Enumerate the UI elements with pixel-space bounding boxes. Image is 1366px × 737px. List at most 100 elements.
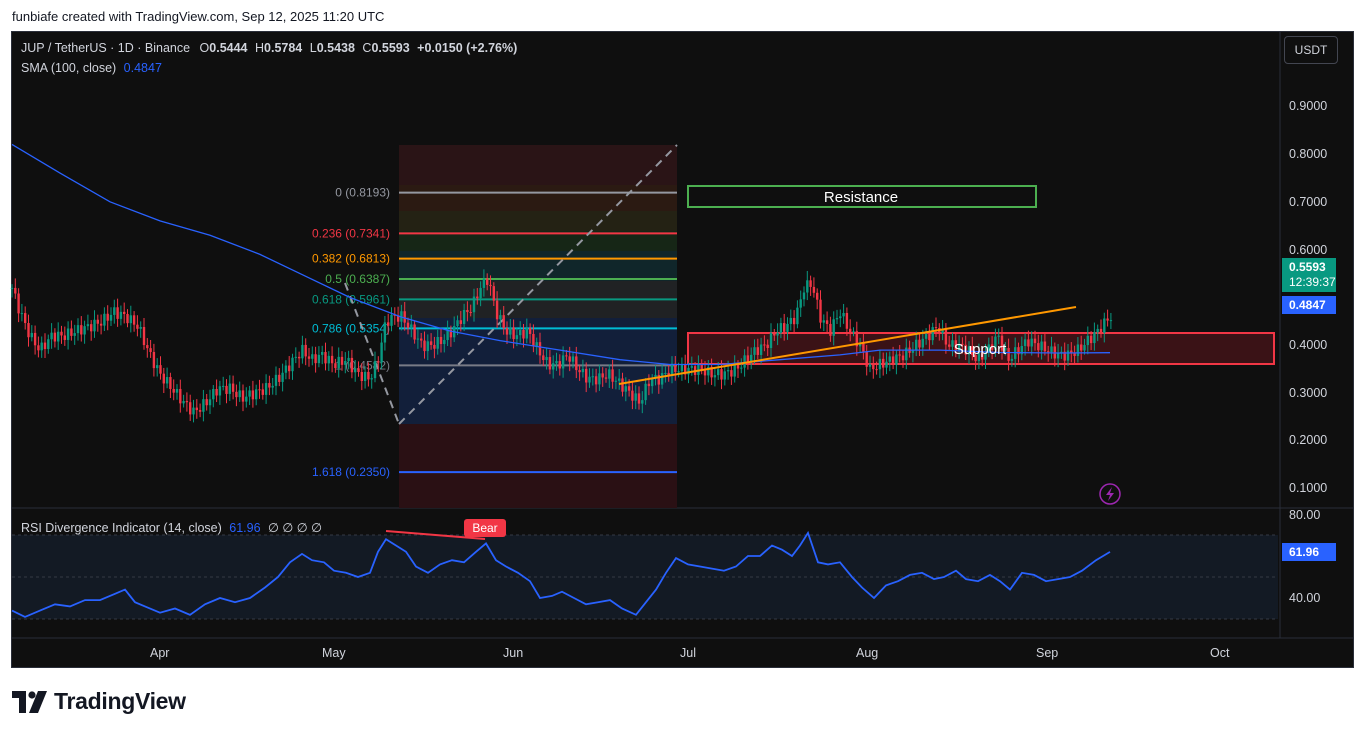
candle-body	[278, 374, 281, 382]
candle-body	[647, 383, 651, 387]
candle-body	[83, 326, 86, 335]
candle-body	[565, 355, 568, 357]
candle-body	[990, 344, 994, 350]
candle-body	[363, 371, 367, 382]
candle-body	[175, 388, 179, 393]
candle-body	[677, 371, 680, 373]
candle-body	[1056, 353, 1060, 359]
candle-body	[433, 344, 436, 349]
candle-body	[1080, 344, 1083, 351]
candle-body	[825, 320, 829, 324]
candle-body	[944, 329, 948, 345]
candle-body	[802, 292, 806, 300]
tradingview-brand[interactable]: TradingView	[12, 688, 186, 715]
candle-body	[413, 324, 416, 340]
candle-body	[997, 335, 1000, 337]
candle-body	[66, 328, 70, 340]
candle-body	[961, 343, 964, 345]
candle-body	[1066, 350, 1070, 361]
currency-button[interactable]: USDT	[1284, 36, 1338, 64]
candle-body	[146, 345, 149, 349]
price-axis-label: 0.6000	[1289, 243, 1328, 257]
candle-body	[509, 327, 512, 335]
candle-body	[113, 307, 116, 315]
candle-body	[274, 374, 278, 386]
candle-body	[868, 364, 872, 367]
candle-body	[466, 309, 469, 313]
time-axis-label: Jun	[503, 646, 524, 660]
lightning-icon[interactable]	[1099, 483, 1121, 505]
candle-body	[387, 322, 390, 326]
candle-body	[406, 322, 410, 328]
candle-body	[872, 364, 875, 370]
rsi-legend[interactable]: RSI Divergence Indicator (14, close) 61.…	[21, 520, 322, 535]
candle-body	[763, 344, 766, 346]
candle-body	[185, 401, 189, 403]
candle-body	[522, 329, 525, 339]
candle-body	[327, 355, 330, 364]
sma-line[interactable]	[11, 143, 1111, 366]
fib-zone-0.618	[399, 251, 677, 281]
candle-body	[1047, 351, 1050, 353]
fib-level-label: 0 (0.8193)	[335, 186, 390, 200]
candle-body	[314, 354, 317, 364]
price-axis-label: 0.2000	[1289, 433, 1328, 447]
candle-body	[895, 354, 898, 365]
candle-body	[396, 315, 400, 322]
candle-body	[822, 320, 825, 323]
candle-body	[106, 313, 109, 321]
resistance-box[interactable]	[687, 185, 1037, 208]
support-trendline[interactable]	[618, 306, 1077, 385]
candle-body	[182, 401, 185, 404]
candle-body	[222, 385, 225, 387]
candlestick-series[interactable]	[10, 269, 1113, 423]
rsi-axis-label: 40.00	[1289, 591, 1321, 605]
symbol-legend[interactable]: JUP / TetherUS · 1D · Binance O0.5444 H0…	[21, 41, 517, 55]
candle-body	[1043, 341, 1047, 352]
candle-body	[736, 364, 740, 369]
candle-body	[321, 351, 324, 355]
candle-body	[1000, 335, 1004, 351]
candle-body	[132, 315, 136, 325]
candle-body	[621, 378, 624, 392]
candle-body	[957, 343, 961, 351]
candle-body	[218, 386, 222, 396]
candle-body	[1010, 358, 1014, 361]
candle-body	[251, 390, 255, 400]
rsi-line[interactable]	[11, 530, 1111, 618]
candle-body	[228, 383, 231, 394]
price-axis-label: 0.4000	[1289, 338, 1328, 352]
candle-body	[783, 323, 786, 332]
candle-body	[667, 372, 670, 376]
candle-body	[189, 402, 192, 415]
candle-body	[347, 357, 350, 361]
candle-body	[994, 336, 997, 350]
high-value: 0.5784	[264, 41, 303, 55]
candle-body	[459, 320, 462, 324]
candle-body	[816, 292, 819, 300]
time-axis-label: Apr	[150, 646, 170, 660]
candle-body	[700, 364, 703, 371]
candle-body	[340, 356, 344, 365]
candle-body	[740, 367, 743, 369]
candle-body	[241, 390, 245, 402]
candle-body	[245, 396, 248, 402]
bear-badge-label: Bear	[472, 521, 497, 535]
candle-body	[225, 385, 228, 394]
candle-body	[792, 317, 796, 325]
symbol-name: JUP / TetherUS · 1D · Binance	[21, 41, 191, 55]
bear-divergence-line	[385, 530, 486, 540]
candle-body	[519, 329, 522, 336]
candle-body	[977, 353, 981, 362]
candle-body	[350, 357, 354, 373]
candle-body	[489, 284, 492, 287]
candle-body	[10, 287, 14, 289]
candle-body	[96, 319, 99, 324]
sma-legend[interactable]: SMA (100, close) 0.4847	[21, 61, 162, 75]
candle-body	[1089, 335, 1093, 344]
candle-body	[212, 388, 215, 400]
candle-body	[231, 383, 235, 392]
candle-body	[664, 372, 667, 374]
candle-body	[238, 390, 241, 398]
